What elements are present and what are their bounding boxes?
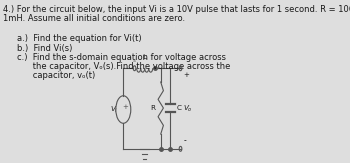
Text: the capacitor, Vₒ(s).Find the voltage across the: the capacitor, Vₒ(s).Find the voltage ac… xyxy=(18,62,231,71)
Text: +: + xyxy=(122,104,128,110)
Text: R: R xyxy=(150,105,155,111)
Text: s: s xyxy=(133,58,136,63)
Text: -: - xyxy=(183,136,186,145)
Text: 1mH. Assume all initial conditions are zero.: 1mH. Assume all initial conditions are z… xyxy=(3,14,185,23)
Text: $V_i$: $V_i$ xyxy=(110,104,118,115)
Text: L: L xyxy=(143,54,147,60)
Text: C: C xyxy=(177,105,182,111)
Text: $V_o$: $V_o$ xyxy=(183,104,193,114)
Text: b.)  Find Vi(s): b.) Find Vi(s) xyxy=(18,44,73,53)
Text: c.)  Find the s-domain equation for voltage across: c.) Find the s-domain equation for volta… xyxy=(18,53,226,62)
Text: +: + xyxy=(183,72,189,78)
Text: 4.) For the circuit below, the input Vi is a 10V pulse that lasts for 1 second. : 4.) For the circuit below, the input Vi … xyxy=(3,5,350,14)
Text: capacitor, vₒ(t): capacitor, vₒ(t) xyxy=(18,71,96,80)
Text: a.)  Find the equation for Vi(t): a.) Find the equation for Vi(t) xyxy=(18,34,142,43)
